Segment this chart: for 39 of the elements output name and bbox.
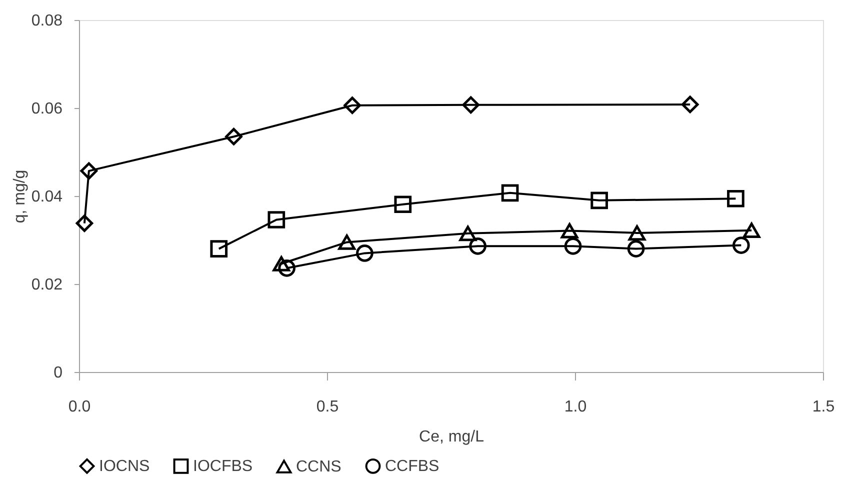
- point: [76, 214, 94, 232]
- y-tick-label: 0.08: [31, 12, 63, 30]
- legend-label: CCNS: [296, 458, 342, 476]
- point: [560, 223, 578, 238]
- point: [225, 128, 242, 146]
- point: [268, 211, 286, 228]
- point: [627, 240, 645, 258]
- point: [732, 236, 750, 254]
- point: [501, 184, 519, 202]
- point: [681, 96, 699, 114]
- y-tick-label: 0.02: [31, 276, 63, 294]
- x-tick-label: 0.5: [316, 398, 339, 416]
- point: [564, 238, 582, 255]
- x-tick-label: 1.0: [564, 398, 587, 416]
- x-tick-label: 0.0: [68, 398, 91, 416]
- x-axis-title: Ce, mg/L: [419, 428, 484, 446]
- y-tick-label: 0: [54, 364, 63, 382]
- point: [338, 234, 356, 250]
- y-axis-title: q, mg/g: [11, 170, 28, 224]
- point: [344, 96, 361, 114]
- point: [80, 162, 98, 180]
- y-tick-label: 0.06: [31, 100, 63, 118]
- point: [210, 240, 228, 258]
- point: [742, 222, 760, 238]
- point: [469, 238, 486, 255]
- legend-label: CCFBS: [385, 458, 440, 476]
- point: [727, 190, 744, 208]
- point: [278, 260, 296, 277]
- x-tick-label: 1.5: [812, 398, 835, 416]
- point: [356, 244, 374, 262]
- point: [394, 196, 412, 214]
- y-tick-label: 0.04: [31, 188, 63, 206]
- point: [272, 256, 290, 272]
- point: [628, 225, 646, 241]
- point: [462, 96, 480, 114]
- legend-label: IOCNS: [99, 458, 150, 476]
- legend-label: IOCFBS: [193, 458, 253, 476]
- point: [590, 192, 608, 210]
- point: [459, 226, 477, 242]
